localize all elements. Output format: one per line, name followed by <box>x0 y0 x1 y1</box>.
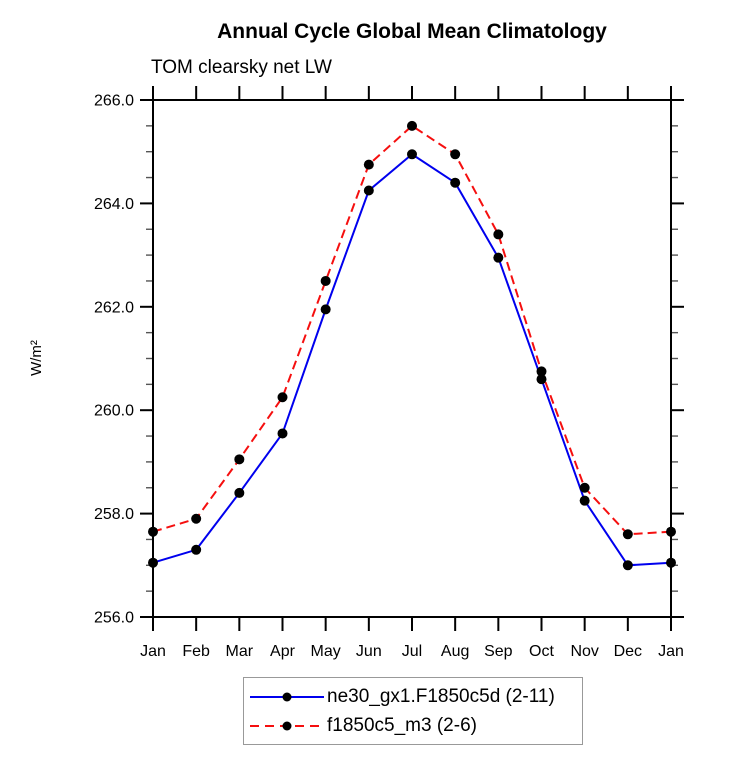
x-tick-label: Apr <box>270 643 296 660</box>
series-markers <box>148 120 676 571</box>
x-tick-label: Feb <box>182 643 210 660</box>
legend-line-sample-dashed <box>250 721 324 730</box>
y-tick-label: 256.0 <box>94 610 134 627</box>
legend-item: ne30_gx1.F1850c5d (2-11) <box>248 686 582 708</box>
y-tick-label: 264.0 <box>94 196 134 213</box>
y-tick-label: 262.0 <box>94 299 134 316</box>
x-tick-label: Nov <box>570 643 598 660</box>
x-tick-label: Jan <box>140 643 166 660</box>
x-tick-label: Jan <box>658 643 684 660</box>
y-tick-label: 266.0 <box>94 93 134 110</box>
y-tick-label: 258.0 <box>94 506 134 523</box>
x-tick-label: Jun <box>356 643 382 660</box>
y-tick-label: 260.0 <box>94 403 134 420</box>
legend: ne30_gx1.F1850c5d (2-11) f1850c5_m3 (2-6… <box>243 677 583 745</box>
legend-item: f1850c5_m3 (2-6) <box>248 715 582 737</box>
series-line-1 <box>152 124 672 536</box>
legend-line-sample-solid <box>250 692 324 701</box>
x-tick-label: Oct <box>529 643 554 660</box>
x-tick-label: Mar <box>226 643 254 660</box>
chart-title: Annual Cycle Global Mean Climatology <box>217 20 607 43</box>
axis-major-ticks <box>140 86 684 631</box>
chart-subtitle: TOM clearsky net LW <box>151 57 332 78</box>
x-tick-label: Aug <box>441 643 469 660</box>
legend-label: f1850c5_m3 (2-6) <box>327 714 477 736</box>
x-tick-label: Sep <box>484 643 513 660</box>
x-tick-label: May <box>311 643 341 660</box>
x-tick-label: Jul <box>402 643 422 660</box>
y-minor-ticks <box>146 125 678 592</box>
series-line-0 <box>152 153 672 567</box>
plot-frame <box>152 99 672 618</box>
x-tick-label: Dec <box>614 643 642 660</box>
legend-label: ne30_gx1.F1850c5d (2-11) <box>327 685 555 707</box>
